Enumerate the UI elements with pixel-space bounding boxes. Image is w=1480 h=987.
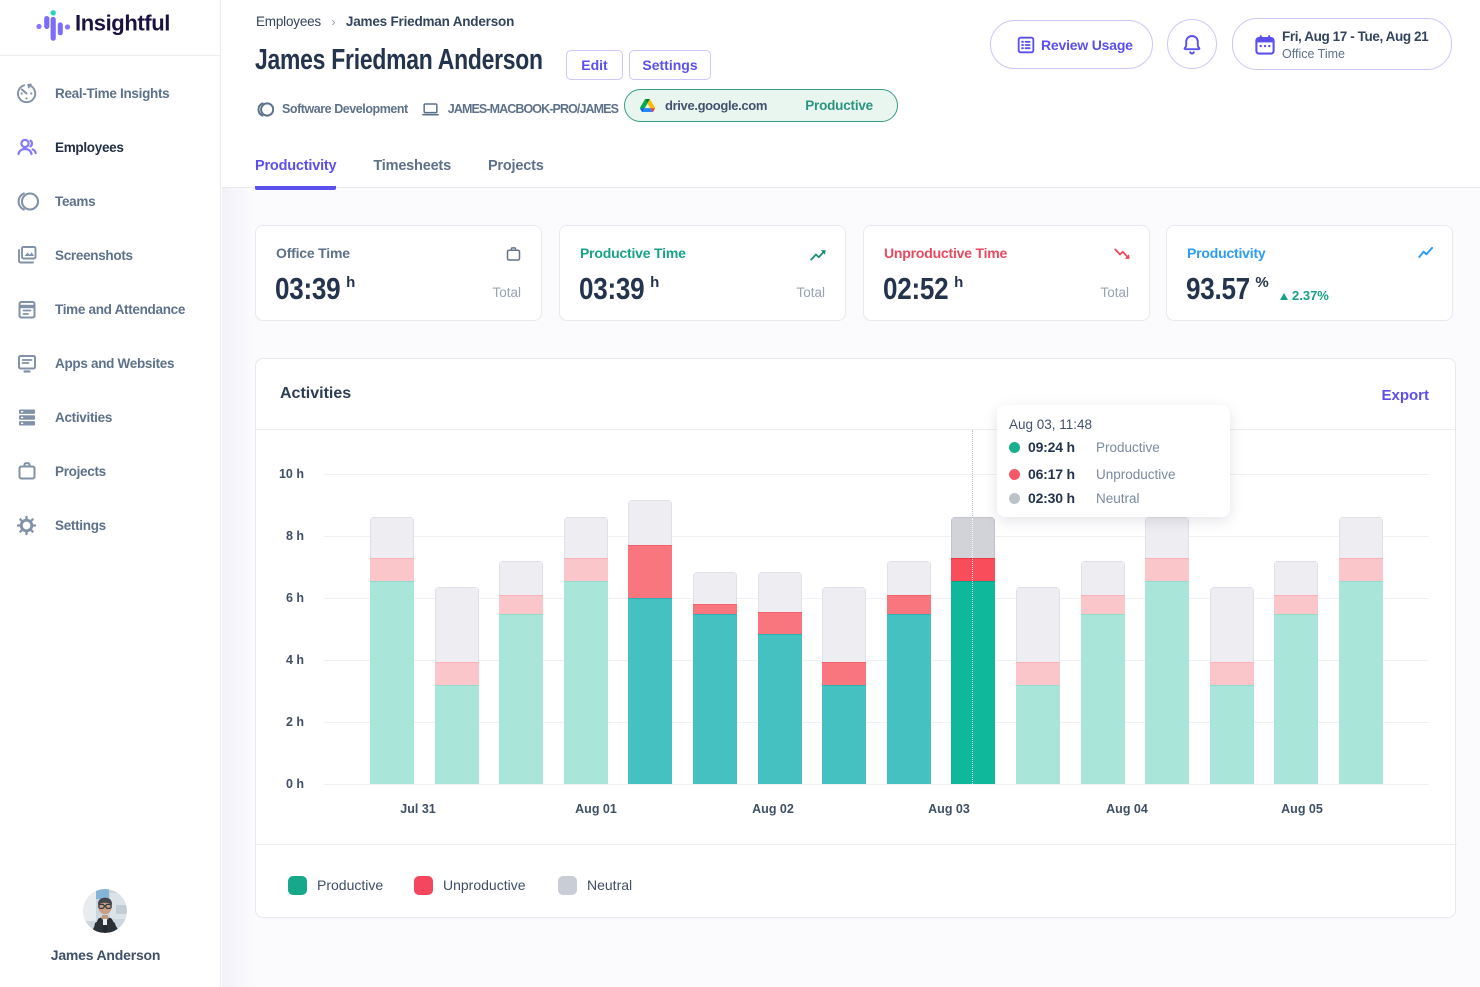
svg-text:Insightful: Insightful <box>75 11 170 36</box>
